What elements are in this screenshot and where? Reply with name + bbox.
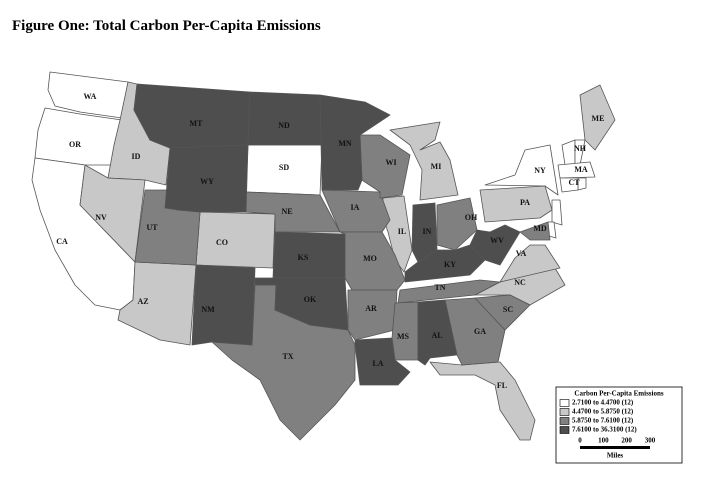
figure-title: Figure One: Total Carbon Per-Capita Emis… (12, 18, 321, 34)
state-shape (319, 94, 391, 191)
state-label: OR (69, 140, 81, 149)
state-label: WY (200, 177, 214, 186)
scale-tick-label: 200 (621, 437, 632, 445)
scale-unit: Miles (607, 452, 624, 460)
state-label: CA (56, 237, 68, 246)
state-shape (34, 107, 123, 166)
states (31, 71, 616, 441)
state-label: NM (201, 305, 215, 314)
state-label: TN (434, 283, 445, 292)
state-shape (133, 83, 251, 149)
state-label: CT (568, 178, 580, 187)
state-label: NH (574, 144, 587, 153)
legend-box (555, 386, 683, 464)
state-label: MD (533, 224, 547, 233)
state-shape (397, 279, 501, 304)
state-label: KY (444, 260, 456, 269)
state-label: NC (514, 278, 526, 287)
state-shape (519, 221, 551, 241)
state-shape (417, 299, 458, 366)
state-shape (247, 91, 323, 146)
state-label: WA (84, 92, 97, 101)
state-shape (474, 294, 531, 331)
legend-swatch (559, 417, 570, 425)
state-label: AL (431, 331, 442, 340)
state-label: GA (474, 327, 486, 336)
state-shape (557, 161, 596, 179)
state-shape (272, 231, 346, 279)
state-label: CO (216, 238, 228, 247)
legend-title: Carbon Per-Capita Emissions (574, 390, 663, 398)
state-label: TX (282, 352, 293, 361)
scale-tick-label: 0 (578, 437, 582, 445)
state-label: NE (281, 207, 292, 216)
state-label: AZ (137, 297, 148, 306)
state-shape (359, 134, 411, 199)
state-label: UT (146, 223, 158, 232)
state-shape (321, 189, 391, 233)
state-shape (391, 301, 419, 361)
legend: Carbon Per-Capita Emissions 2.7100 to 4.… (555, 386, 683, 464)
state-label: MO (363, 254, 377, 263)
scale-tick-label: 100 (598, 437, 609, 445)
legend-label: 4.4700 to 5.8750 (12) (572, 408, 634, 416)
legend-swatch (559, 399, 570, 407)
state-shape (429, 361, 536, 441)
state-label: MA (574, 165, 588, 174)
state-label: IL (398, 227, 406, 236)
state-label: WV (490, 236, 504, 245)
scale-tick-label: 300 (645, 437, 656, 445)
state-label: ID (132, 152, 141, 161)
state-label: ME (592, 114, 605, 123)
state-label: KS (298, 253, 309, 262)
legend-label: 2.7100 to 4.4700 (12) (572, 399, 634, 407)
scale-bar (580, 446, 650, 449)
state-shape (347, 289, 398, 341)
state-label: IA (351, 203, 360, 212)
state-shape (191, 264, 256, 346)
legend-label: 7.6100 to 36.3100 (12) (572, 426, 637, 434)
state-label: FL (497, 381, 507, 390)
state-label: VA (516, 249, 527, 258)
state-label: ND (278, 121, 290, 130)
state-shape (389, 121, 459, 201)
state-shape (436, 197, 478, 251)
state-shape (479, 185, 553, 223)
state-shape (579, 84, 616, 151)
state-label: SC (503, 305, 513, 314)
state-label: OK (304, 295, 317, 304)
state-label: AR (365, 304, 377, 313)
legend-label: 5.8750 to 7.6100 (12) (572, 417, 634, 425)
state-shape (354, 337, 411, 386)
state-label: SD (279, 163, 289, 172)
state-labels: WA OR CA SD NY NH MA CT ID NV CO AZ IL MI FL NC VA PA ME UT… (56, 92, 604, 390)
state-label: MI (431, 162, 442, 171)
state-label: WI (385, 158, 396, 167)
state-label: MS (397, 332, 410, 341)
state-label: MT (190, 119, 204, 128)
state-label: LA (372, 359, 383, 368)
state-shape (559, 177, 579, 193)
legend-swatch (559, 408, 570, 416)
legend-swatch (559, 426, 570, 434)
state-label: NY (534, 166, 546, 175)
state-shape (499, 244, 561, 283)
state-label: OH (465, 213, 478, 222)
state-shape (551, 199, 563, 226)
state-shape (254, 277, 349, 331)
state-label: IN (423, 227, 432, 236)
state-shape (195, 211, 276, 269)
state-shape (79, 164, 146, 263)
state-label: PA (520, 198, 530, 207)
state-label: MN (338, 139, 352, 148)
state-shape (469, 224, 521, 266)
state-label: NV (95, 213, 107, 222)
